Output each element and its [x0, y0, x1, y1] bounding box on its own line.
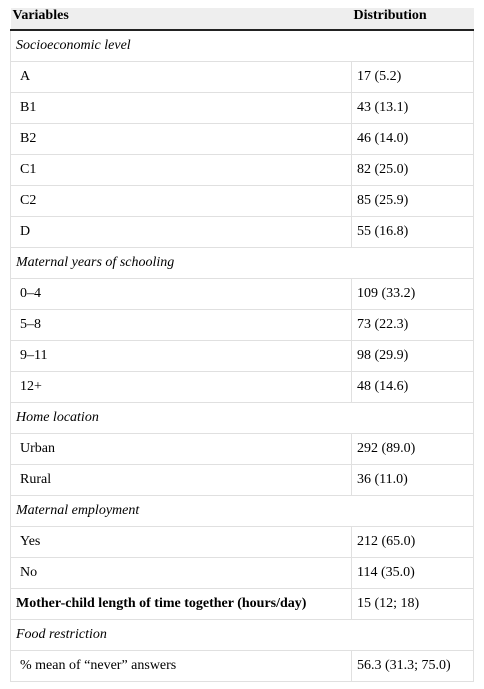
- table-body: Socioeconomic level A 17 (5.2) B1 43 (13.1) B…: [10, 29, 474, 682]
- table-row: 12+ 48 (14.6): [10, 371, 474, 403]
- label-cell: D: [10, 216, 352, 248]
- table-row: 9–11 98 (29.9): [10, 340, 474, 372]
- table-row: Home location: [10, 402, 474, 434]
- label-cell: 12+: [10, 371, 352, 403]
- table-header: Variables Distribution: [10, 8, 474, 31]
- label-cell: % mean of “never” answers: [10, 650, 352, 682]
- value-cell: 82 (25.0): [351, 154, 474, 186]
- table-row: B2 46 (14.0): [10, 123, 474, 155]
- table-row: C2 85 (25.9): [10, 185, 474, 217]
- value-cell: 46 (14.0): [351, 123, 474, 155]
- label-cell: Yes: [10, 526, 352, 558]
- header-cell: Variables: [10, 8, 352, 31]
- table-row: 0–4 109 (33.2): [10, 278, 474, 310]
- section-cell: Maternal years of schooling: [10, 247, 474, 279]
- table-row: Rural 36 (11.0): [10, 464, 474, 496]
- table-row: Maternal years of schooling: [10, 247, 474, 279]
- table-row: B1 43 (13.1): [10, 92, 474, 124]
- section-cell: Food restriction: [10, 619, 474, 651]
- value-cell: 48 (14.6): [351, 371, 474, 403]
- value-cell: 109 (33.2): [351, 278, 474, 310]
- value-cell: 15 (12; 18): [351, 588, 474, 620]
- value-cell: 98 (29.9): [351, 340, 474, 372]
- label-cell: C2: [10, 185, 352, 217]
- table-row: Yes 212 (65.0): [10, 526, 474, 558]
- table-row: % mean of “never” answers 56.3 (31.3; 75.…: [10, 650, 474, 682]
- label-cell: Urban: [10, 433, 352, 465]
- label-cell: 5–8: [10, 309, 352, 341]
- value-cell: 85 (25.9): [351, 185, 474, 217]
- label-cell: No: [10, 557, 352, 589]
- header-row: Variables Distribution: [10, 8, 474, 31]
- label-cell: A: [10, 61, 352, 93]
- value-cell: 55 (16.8): [351, 216, 474, 248]
- section-cell: Socioeconomic level: [10, 29, 474, 62]
- label-cell: Mother-child length of time together (ho…: [10, 588, 352, 620]
- label-cell: B2: [10, 123, 352, 155]
- value-cell: 56.3 (31.3; 75.0): [351, 650, 474, 682]
- label-cell: 0–4: [10, 278, 352, 310]
- table-row: Food restriction: [10, 619, 474, 651]
- label-cell: B1: [10, 92, 352, 124]
- label-cell: 9–11: [10, 340, 352, 372]
- table-row: Urban 292 (89.0): [10, 433, 474, 465]
- value-cell: 292 (89.0): [351, 433, 474, 465]
- table-row: D 55 (16.8): [10, 216, 474, 248]
- table-row: C1 82 (25.0): [10, 154, 474, 186]
- value-cell: 36 (11.0): [351, 464, 474, 496]
- value-cell: 43 (13.1): [351, 92, 474, 124]
- table-row: No 114 (35.0): [10, 557, 474, 589]
- value-cell: 73 (22.3): [351, 309, 474, 341]
- value-cell: 17 (5.2): [351, 61, 474, 93]
- table-row: Maternal employment: [10, 495, 474, 527]
- section-cell: Home location: [10, 402, 474, 434]
- section-cell: Maternal employment: [10, 495, 474, 527]
- header-cell: Distribution: [351, 8, 474, 31]
- value-cell: 212 (65.0): [351, 526, 474, 558]
- value-cell: 114 (35.0): [351, 557, 474, 589]
- table-row: Socioeconomic level: [10, 29, 474, 62]
- label-cell: C1: [10, 154, 352, 186]
- table-row: 5–8 73 (22.3): [10, 309, 474, 341]
- label-cell: Rural: [10, 464, 352, 496]
- data-table: Variables Distribution Socioeconomic lev…: [10, 8, 474, 682]
- table-row: Mother-child length of time together (ho…: [10, 588, 474, 620]
- table-row: A 17 (5.2): [10, 61, 474, 93]
